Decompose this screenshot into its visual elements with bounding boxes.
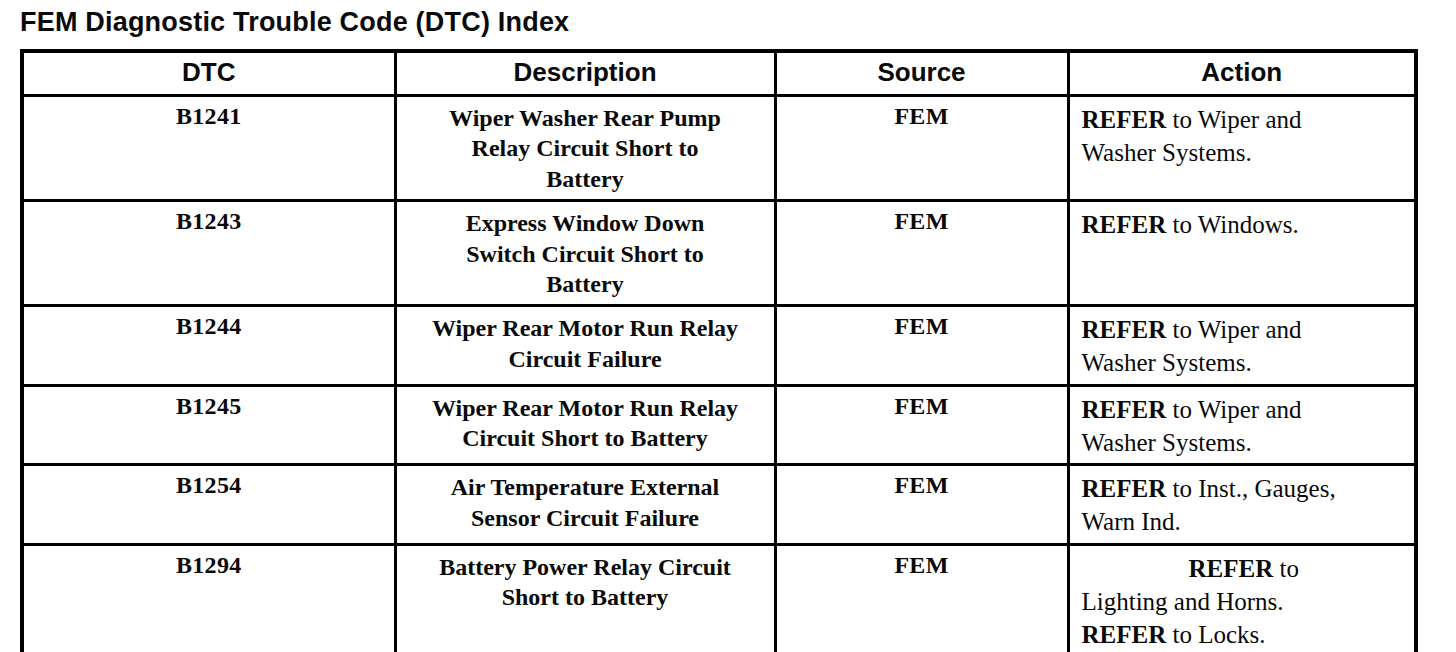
cell-action: REFER to Inst., Gauges, Warn Ind.	[1068, 465, 1416, 545]
cell-action: REFER to Wiper and Washer Systems.	[1068, 306, 1416, 386]
action-keyword: REFER	[1082, 475, 1167, 502]
action-line: REFER to Inst., Gauges,	[1082, 472, 1407, 505]
action-text: to Locks.	[1166, 621, 1265, 648]
cell-source: FEM	[775, 465, 1068, 545]
action-keyword: REFER	[1189, 555, 1274, 582]
action-text: Washer Systems.	[1082, 429, 1252, 456]
table-row: B1243Express Window Down Switch Circuit …	[22, 200, 1416, 305]
action-line: REFER to Locks.	[1082, 618, 1407, 651]
cell-dtc: B1241	[22, 95, 395, 200]
action-text: Lighting and Horns.	[1082, 588, 1284, 615]
cell-description: Air Temperature External Sensor Circuit …	[395, 465, 775, 545]
cell-action: REFER to Windows.	[1068, 200, 1416, 305]
page-title: FEM Diagnostic Trouble Code (DTC) Index	[20, 8, 1456, 38]
action-keyword: REFER	[1082, 316, 1167, 343]
action-text: to Inst., Gauges,	[1166, 475, 1335, 502]
table-row: B1254Air Temperature External Sensor Cir…	[22, 465, 1416, 545]
action-line: Warn Ind.	[1082, 505, 1407, 538]
action-keyword: REFER	[1082, 396, 1167, 423]
table-row: B1244Wiper Rear Motor Run Relay Circuit …	[22, 306, 1416, 386]
cell-dtc: B1294	[22, 544, 395, 652]
header-row: DTCDescriptionSourceAction	[22, 51, 1416, 96]
column-header-source: Source	[775, 51, 1068, 96]
action-line: REFER to	[1082, 552, 1407, 585]
cell-dtc: B1244	[22, 306, 395, 386]
cell-action: REFER to Wiper and Washer Systems.	[1068, 385, 1416, 465]
cell-description: Wiper Washer Rear Pump Relay Circuit Sho…	[395, 95, 775, 200]
dtc-index-table: DTCDescriptionSourceAction B1241Wiper Wa…	[20, 49, 1418, 652]
table-row: B1241Wiper Washer Rear Pump Relay Circui…	[22, 95, 1416, 200]
action-line: Washer Systems.	[1082, 136, 1407, 169]
cell-action: REFER to Wiper and Washer Systems.	[1068, 95, 1416, 200]
column-header-dtc: DTC	[22, 51, 395, 96]
action-line: REFER to Wiper and	[1082, 103, 1407, 136]
cell-dtc: B1243	[22, 200, 395, 305]
cell-source: FEM	[775, 200, 1068, 305]
table-row: B1294Battery Power Relay Circuit Short t…	[22, 544, 1416, 652]
cell-dtc: B1254	[22, 465, 395, 545]
cell-source: FEM	[775, 385, 1068, 465]
action-keyword: REFER	[1082, 621, 1167, 648]
cell-description: Wiper Rear Motor Run Relay Circuit Failu…	[395, 306, 775, 386]
cell-description: Wiper Rear Motor Run Relay Circuit Short…	[395, 385, 775, 465]
action-line: REFER to Windows.	[1082, 208, 1407, 241]
action-text: to Windows.	[1166, 211, 1299, 238]
cell-source: FEM	[775, 544, 1068, 652]
table-row: B1245Wiper Rear Motor Run Relay Circuit …	[22, 385, 1416, 465]
cell-dtc: B1245	[22, 385, 395, 465]
action-text: to Wiper and	[1166, 106, 1301, 133]
action-line: REFER to Wiper and	[1082, 313, 1407, 346]
action-text: to Wiper and	[1166, 396, 1301, 423]
cell-description: Express Window Down Switch Circuit Short…	[395, 200, 775, 305]
cell-description: Battery Power Relay Circuit Short to Bat…	[395, 544, 775, 652]
cell-action: REFER to Lighting and Horns. REFER to Lock…	[1068, 544, 1416, 652]
action-keyword: REFER	[1082, 106, 1167, 133]
action-keyword: REFER	[1082, 211, 1167, 238]
cell-source: FEM	[775, 306, 1068, 386]
action-line: REFER to Wiper and	[1082, 393, 1407, 426]
action-line: Washer Systems.	[1082, 426, 1407, 459]
action-text: to Wiper and	[1166, 316, 1301, 343]
action-text: Warn Ind.	[1082, 508, 1181, 535]
document-page: FEM Diagnostic Trouble Code (DTC) Index …	[0, 8, 1456, 652]
action-line: Lighting and Horns.	[1082, 585, 1407, 618]
action-line: Washer Systems.	[1082, 346, 1407, 379]
column-header-action: Action	[1068, 51, 1416, 96]
column-header-description: Description	[395, 51, 775, 96]
action-text: to	[1273, 555, 1299, 582]
cell-source: FEM	[775, 95, 1068, 200]
action-text: Washer Systems.	[1082, 349, 1252, 376]
action-text: Washer Systems.	[1082, 139, 1252, 166]
